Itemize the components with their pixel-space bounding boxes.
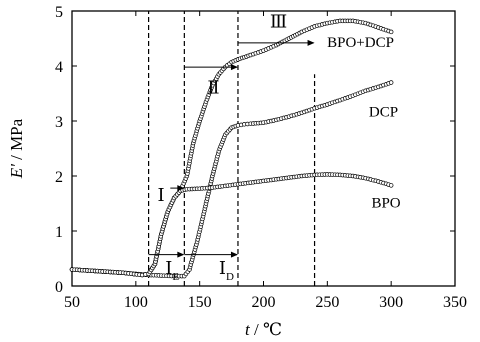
y-tick-label: 5: [55, 4, 63, 21]
series-layer: [69, 18, 394, 279]
annotation-subscript: E: [172, 271, 179, 283]
annotation-text: Ⅰ: [158, 185, 165, 205]
y-axis-variable: E': [7, 164, 26, 179]
annotation-iii: Ⅲ: [270, 12, 287, 32]
annotation-arrows: [148, 39, 315, 258]
annotation-i: Ⅰ: [158, 185, 165, 205]
series-line: [71, 173, 392, 276]
x-axis-unit: / ℃: [250, 320, 282, 339]
x-tick-label: 150: [188, 294, 212, 311]
x-tick-label: 300: [379, 294, 403, 311]
annotation-arrow-head: [307, 39, 315, 46]
annotation-arrow-head: [230, 64, 238, 71]
axis-ticks: 50 100 150 200 250 300 350 0 1 2 3 4 5: [55, 4, 467, 311]
annotation-ii: Ⅱ: [207, 78, 219, 98]
series-labels: BPO+DCP DCP BPO: [327, 35, 401, 212]
y-tick-label: 2: [55, 169, 63, 186]
boundary-lines: [148, 11, 316, 286]
annotation-text: Ⅱ: [207, 78, 219, 98]
x-axis-variable: t: [245, 320, 251, 339]
y-tick-label: 4: [55, 59, 63, 76]
data-point: [388, 29, 394, 35]
x-tick-label: 50: [64, 294, 80, 311]
series-line: [71, 20, 392, 276]
x-tick-label: 250: [315, 294, 339, 311]
series-line: [71, 82, 392, 277]
series-label-bpo-dcp: BPO+DCP: [327, 35, 394, 51]
series-label-bpo: BPO: [371, 195, 400, 211]
y-axis-label: E' / MPa: [7, 118, 26, 179]
series-dcp: [69, 80, 394, 279]
annotation-arrow-head: [177, 251, 185, 258]
y-axis-unit: / MPa: [7, 118, 26, 164]
annotation-ie: ⅠE: [165, 258, 179, 283]
x-tick-label: 350: [443, 294, 467, 311]
annotation-text: Ⅰ: [219, 258, 226, 278]
annotation-id: ⅠD: [219, 258, 234, 283]
annotation-arrow-head: [177, 185, 185, 192]
series-label-dcp: DCP: [369, 105, 398, 121]
annotation-subscript: D: [226, 271, 234, 283]
x-tick-label: 100: [124, 294, 148, 311]
annotation-arrow-head: [230, 251, 238, 258]
y-tick-label: 1: [55, 224, 63, 241]
data-point: [388, 80, 394, 85]
series-bpo-dcp: [69, 18, 394, 278]
data-point: [388, 183, 394, 188]
annotation-text: Ⅲ: [270, 12, 287, 32]
y-tick-label: 3: [55, 114, 63, 131]
x-tick-label: 200: [252, 294, 276, 311]
y-tick-label: 0: [55, 279, 63, 296]
series-bpo: [69, 172, 394, 278]
x-axis-label: t / ℃: [245, 320, 282, 339]
annotation-text: Ⅰ: [165, 258, 172, 278]
